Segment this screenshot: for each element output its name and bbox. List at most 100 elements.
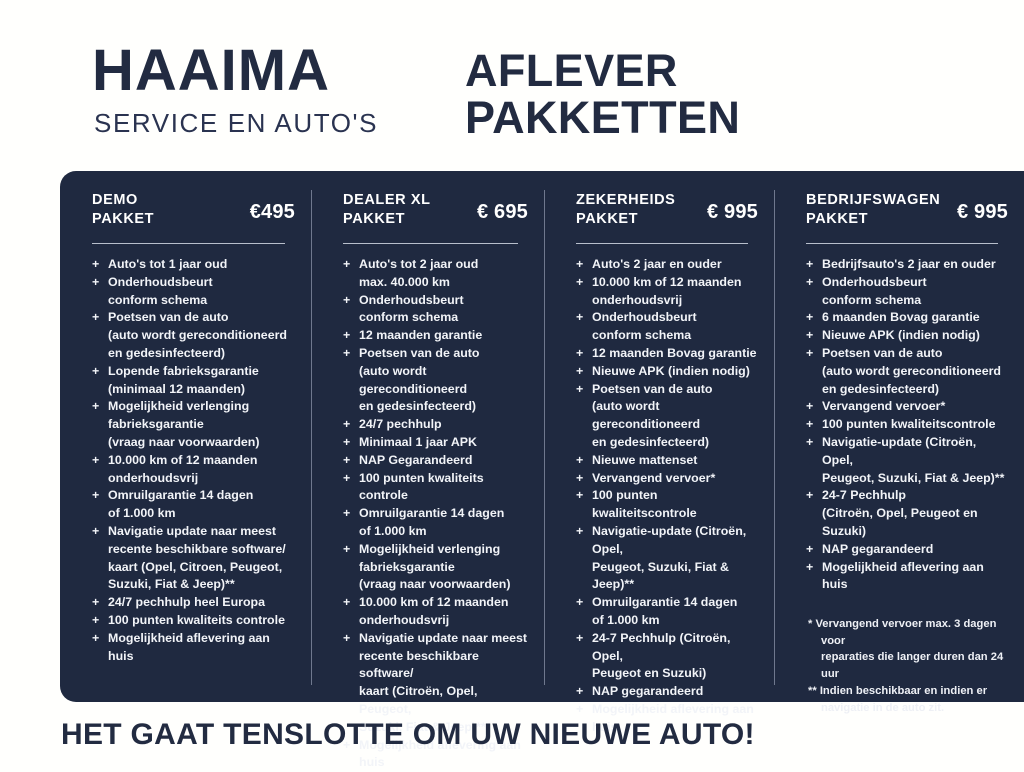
plus-icon: + [343,417,351,432]
feature-text: 10.000 km of 12 maanden onderhoudsvrij [359,595,509,627]
feature-text: Navigatie update naar meest recente besc… [359,630,528,734]
feature-text: Navigatie update naar meest recente besc… [108,523,286,592]
package-header: ZEKERHEIDS PAKKET € 995 [576,191,758,235]
list-item: +24-7 Pechhulp (Citroën, Opel, Peugeot e… [576,630,758,683]
plus-icon: + [343,452,351,467]
list-item: + Nieuwe APK (indien nodig) [576,363,758,381]
header-rule [806,243,998,244]
packages-columns: DEMO PAKKET €495 + Auto's tot 1 jaar oud … [60,171,1024,769]
feature-text: Onderhoudsbeurt conform schema [108,274,213,307]
plus-icon: + [576,257,584,271]
plus-icon: + [576,274,584,289]
feature-text: Bedrijfsauto's 2 jaar en ouder [822,257,996,271]
plus-icon: + [576,523,584,538]
package-price: € 695 [476,201,528,223]
plus-icon: + [92,488,100,503]
package-name: ZEKERHEIDS PAKKET [576,192,676,228]
feature-text: 100 punten kwaliteitscontrole [822,417,996,432]
list-item: + Mogelijkheid verlenging fabrieksgaranti… [92,398,295,451]
page-title-line-1: AFLEVER [465,45,678,96]
list-item: +10.000 km of 12 maanden onderhoudsvrij [576,274,758,310]
plus-icon: + [343,506,351,521]
plus-icon: + [806,541,814,556]
list-item: +10.000 km of 12 maanden onderhoudsvrij [343,594,528,630]
plus-icon: + [576,595,584,610]
plus-icon: + [806,434,814,449]
feature-text: NAP Gegarandeerd [359,452,473,467]
list-item: + Omruilgarantie 14 dagen of 1.000 km [92,487,295,523]
plus-icon: + [806,417,814,432]
list-item: +12 maanden Bovag garantie [576,345,758,363]
list-item: +6 maanden Bovag garantie [806,309,1008,327]
package-header: DEMO PAKKET €495 [92,191,295,235]
feature-text: 100 punten kwaliteits controle [108,612,285,627]
header-rule [343,243,518,244]
list-item: + Omruilgarantie 14 dagen of 1.000 km [343,505,528,541]
package-card-bedrijfswagen: BEDRIJFSWAGEN PAKKET € 995 + Bedrijfsauto… [774,171,1024,714]
list-item: +24/7 pechhulp heel Europa [92,594,295,612]
plus-icon: + [92,310,100,325]
plus-icon: + [806,399,814,414]
feature-text: Navigatie-update (Citroën, Opel, Peugeot… [592,523,747,592]
header-rule [92,243,285,244]
feature-text: Poetsen van de auto (auto wordt gerecond… [108,310,287,360]
plus-icon: + [806,257,814,271]
package-name: BEDRIJFSWAGEN PAKKET [806,192,941,228]
feature-text: Vervangend vervoer* [822,399,946,414]
plus-icon: + [576,363,584,378]
list-item: + Onderhoudsbeurt conform schema [92,274,295,310]
list-item: + NAP Gegarandeerd [343,452,528,470]
list-item: + Poetsen van de auto (auto wordt gerecon… [806,345,1008,398]
list-item: + Mogelijkheid aflevering aan huis [806,559,1008,595]
plus-icon: + [343,595,351,610]
footnotes: * Vervangend vervoer max. 3 dagen voor r… [806,616,1008,716]
package-header: DEALER XL PAKKET € 695 [343,191,528,235]
feature-text: Poetsen van de auto (auto wordt gerecond… [359,345,480,414]
plus-icon: + [92,612,100,627]
feature-text: 6 maanden Bovag garantie [822,310,980,325]
plus-icon: + [576,345,584,360]
list-item: + Vervangend vervoer* [806,398,1008,416]
list-item: + Onderhoudsbeurt conform schema [576,309,758,345]
plus-icon: + [806,559,814,574]
feature-text: 24-7 Pechhulp (Citroën, Opel, Peugeot en… [822,488,978,538]
list-item: +100 punten kwaliteits controle [343,470,528,506]
brand-name: HAAIMA [92,38,330,103]
feature-text: Lopende fabrieksgarantie (minimaal 12 ma… [108,363,259,396]
feature-text: Onderhoudsbeurt conform schema [822,274,927,307]
feature-text: Poetsen van de auto (auto wordt gerecond… [822,345,1001,396]
feature-text: Auto's 2 jaar en ouder [592,257,722,271]
feature-text: Vervangend vervoer* [592,470,716,485]
plus-icon: + [343,257,351,271]
list-item: + Poetsen van de auto (auto wordt gerecon… [92,309,295,362]
feature-text: Nieuwe APK (indien nodig) [822,328,980,343]
plus-icon: + [343,434,351,449]
footnote-double-asterisk: ** Indien beschikbaar en indien er navig… [808,685,988,714]
plus-icon: + [806,310,814,325]
feature-text: Mogelijkheid verlenging fabrieksgarantie… [108,399,260,449]
list-item: +24/7 pechhulp [343,416,528,434]
footer-tagline: HET GAAT TENSLOTTE OM UW NIEUWE AUTO! [61,718,755,751]
list-item: +100 punten kwaliteitscontrole [576,487,758,523]
feature-text: 24/7 pechhulp heel Europa [108,595,265,610]
list-item: + Auto's tot 2 jaar oud max. 40.000 km [343,256,528,292]
list-item: + Vervangend vervoer* [576,470,758,488]
feature-text: 10.000 km of 12 maanden onderhoudsvrij [592,274,742,307]
plus-icon: + [343,737,351,752]
list-item: + NAP gegarandeerd [806,541,1008,559]
page-title-line-2: PAKKETTEN [465,91,741,143]
list-item: + Auto's 2 jaar en ouder [576,256,758,274]
feature-text: Omruilgarantie 14 dagen of 1.000 km [359,506,505,538]
feature-text: Minimaal 1 jaar APK [359,434,477,449]
list-item: + NAP gegarandeerd [576,683,758,701]
plus-icon: + [576,452,584,467]
plus-icon: + [576,381,584,396]
list-item: + Poetsen van de auto (auto wordt gerecon… [343,345,528,416]
feature-text: 24/7 pechhulp [359,417,442,432]
list-item: + Poetsen van de auto (auto wordt gerecon… [576,381,758,452]
feature-text: Mogelijkheid aflevering aan huis [822,559,984,592]
list-item: + Mogelijkheid verlenging fabrieksgaranti… [343,541,528,594]
plus-icon: + [92,630,100,645]
column-divider [774,190,775,685]
column-divider [544,190,545,685]
